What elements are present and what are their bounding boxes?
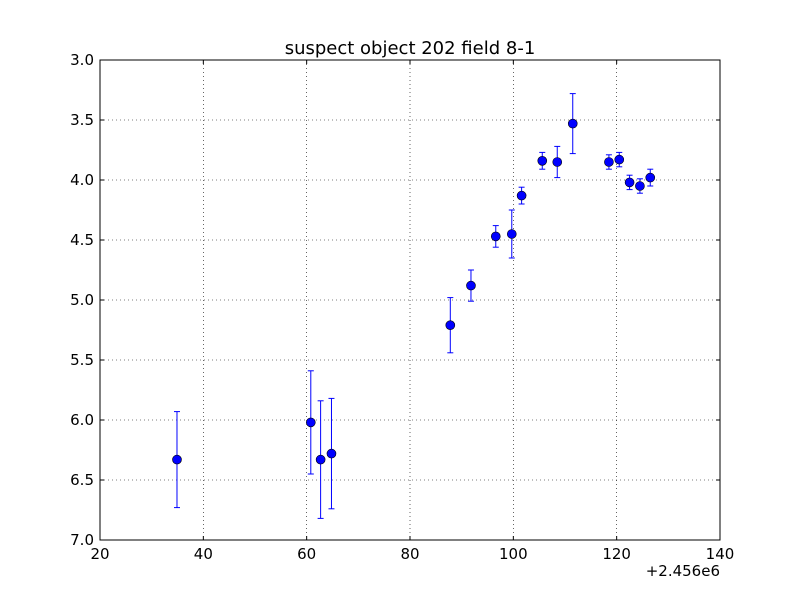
y-tick-label: 3.5 [70, 111, 94, 129]
grid [99, 59, 721, 541]
x-tick-label: 140 [706, 545, 735, 563]
data-point [624, 177, 635, 188]
data-point [466, 280, 476, 291]
y-tick-label: 3.0 [70, 51, 94, 69]
data-point [445, 320, 456, 331]
data-point [604, 157, 614, 167]
y-tick-label: 5.5 [70, 351, 94, 369]
data-point [490, 231, 501, 242]
data-point [537, 156, 548, 166]
data-point [614, 154, 625, 165]
data-point [305, 417, 316, 428]
data-point [315, 454, 326, 465]
y-tick-label: 6.0 [70, 411, 94, 429]
data-point [567, 118, 578, 129]
x-tick-label: 80 [400, 545, 419, 563]
x-tick-label: 40 [194, 545, 213, 563]
data-points [172, 118, 656, 465]
data-point [552, 157, 563, 167]
x-tick-label: 60 [297, 545, 316, 563]
plot-frame [99, 59, 721, 541]
data-point [172, 454, 182, 465]
chart-title: suspect object 202 field 8-1 [285, 38, 536, 59]
error-bars [173, 93, 654, 519]
data-point [516, 190, 527, 201]
y-tick-label: 5.0 [70, 291, 94, 309]
data-point [635, 181, 645, 191]
y-tick-label: 4.0 [70, 171, 94, 189]
data-point [506, 229, 517, 239]
data-point [645, 172, 656, 183]
axis-ticks: 20 40 60 80 100 120 140 3.0 3.5 4.0 4.5 5.0 5.5 6.0 6.… [70, 51, 734, 563]
x-tick-label: 100 [499, 545, 528, 563]
x-tick-label: 120 [602, 545, 631, 563]
x-offset-label: +2.456e6 [646, 562, 720, 580]
y-tick-label: 4.5 [70, 231, 94, 249]
y-tick-label: 6.5 [70, 471, 94, 489]
y-tick-label: 7.0 [70, 531, 94, 549]
x-tick-label: 20 [90, 545, 109, 563]
data-point [326, 448, 337, 459]
